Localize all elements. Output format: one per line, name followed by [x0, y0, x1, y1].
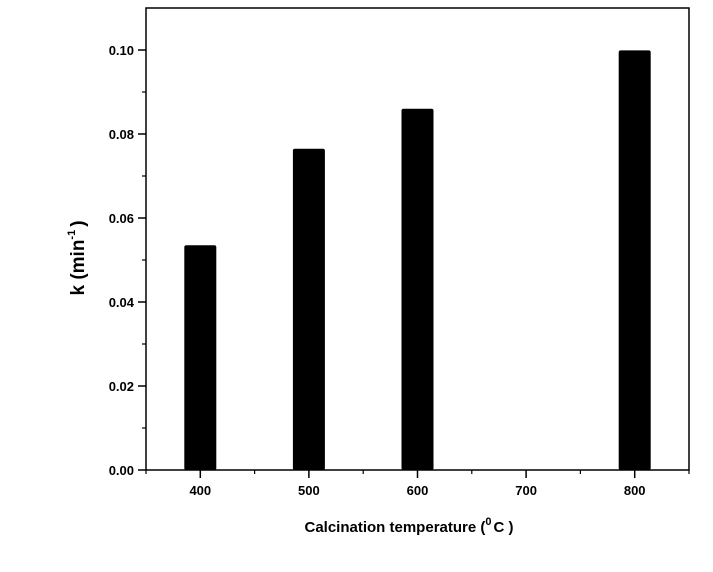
y-axis-label-tail: ) [68, 220, 89, 226]
bar-600 [401, 108, 434, 471]
x-axis-label-superscript: 0 [485, 516, 491, 528]
y-axis-label-superscript: -1 [66, 230, 78, 240]
x-tick-label: 600 [407, 483, 429, 498]
bar-series [184, 50, 651, 471]
x-axis-label: Calcination temperature (0 C ) [305, 516, 514, 536]
y-axis-label-main: k (min [68, 240, 89, 296]
axes: 0.00 0.02 0.04 0.06 0.08 0.10 400 500 600 700 800 [109, 43, 690, 498]
x-axis-label-main: Calcination temperature ( [305, 519, 486, 536]
bar-800 [618, 50, 651, 471]
x-tick-label: 700 [515, 483, 537, 498]
y-tick-label: 0.00 [109, 463, 134, 478]
x-tick-label: 400 [189, 483, 211, 498]
y-tick-label: 0.10 [109, 43, 134, 58]
y-tick-label: 0.06 [109, 211, 134, 226]
bar-400 [184, 245, 217, 470]
bar-500 [292, 148, 325, 470]
y-axis-label: k (min-1) [66, 220, 89, 295]
x-tick-label: 500 [298, 483, 320, 498]
y-tick-label: 0.08 [109, 127, 134, 142]
y-tick-label: 0.04 [109, 295, 135, 310]
x-tick-label: 800 [624, 483, 646, 498]
y-tick-label: 0.02 [109, 379, 134, 394]
x-axis-label-tail: C ) [494, 519, 514, 536]
